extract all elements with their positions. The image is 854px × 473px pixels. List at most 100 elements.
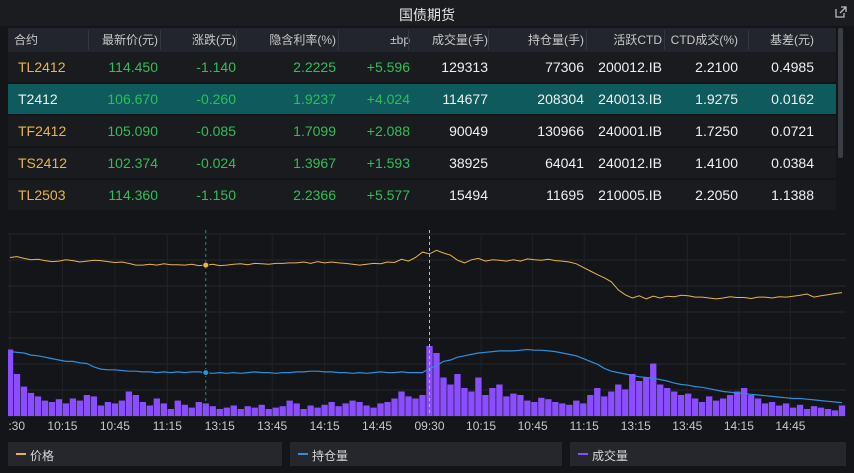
volume-bar [831, 410, 839, 416]
volume-bar [782, 403, 790, 416]
volume-bar [824, 409, 832, 416]
volume-bar [111, 403, 119, 416]
legend-item[interactable]: 成交量 [570, 442, 846, 466]
column-divider[interactable] [586, 30, 587, 50]
volume-bar [125, 391, 133, 416]
volume-bar [62, 403, 70, 416]
volume-bar [664, 388, 671, 416]
table-row[interactable]: TL2412 114.450 -1.140 2.2225 +5.596 129313 773… [8, 52, 836, 82]
volume-bar [97, 405, 105, 416]
cell-ctd-rate: 2.2050 [695, 187, 738, 203]
window-title: 国债期货 [399, 7, 455, 23]
volume-bar [307, 405, 314, 416]
volume-bar [503, 396, 510, 416]
cell-implied-rate: 2.2225 [293, 59, 336, 75]
volume-bar [768, 402, 776, 416]
header-price[interactable]: 最新价(元) [102, 33, 158, 47]
volume-bar [356, 402, 363, 416]
volume-bar [692, 398, 699, 416]
cell-bp: +2.088 [366, 123, 410, 139]
legend-swatch [16, 453, 26, 455]
volume-bar [650, 363, 657, 416]
legend-item[interactable]: 持仓量 [290, 442, 562, 466]
volume-bar [34, 396, 42, 416]
column-divider[interactable] [488, 30, 489, 50]
volume-bar [13, 374, 21, 416]
column-divider[interactable] [338, 30, 339, 50]
cell-change: -1.140 [196, 59, 236, 75]
cell-implied-rate: 1.7099 [293, 123, 336, 139]
table-row[interactable]: T2412 106.670 -0.260 1.9237 +4.024 114677 2083… [8, 84, 836, 114]
volume-bar [90, 396, 98, 416]
header-open-interest[interactable]: 持仓量(手) [528, 33, 584, 47]
header-ctd-rate[interactable]: CTD成交(%) [670, 33, 738, 47]
legend-label: 成交量 [592, 449, 629, 463]
x-axis-tick-label: 11:15 [153, 419, 182, 433]
open-interest-marker [202, 369, 210, 377]
cell-bp: +5.596 [366, 59, 410, 75]
volume-bar [286, 400, 293, 416]
column-divider[interactable] [160, 30, 161, 50]
x-axis-tick-label: 13:15 [205, 419, 235, 433]
cell-volume: 114677 [442, 91, 488, 107]
column-divider[interactable] [88, 30, 89, 50]
cell-volume: 38925 [449, 155, 488, 171]
table-row[interactable]: TS2412 102.374 -0.024 1.3967 +1.593 38925 6404… [8, 148, 836, 178]
volume-bar [510, 393, 517, 416]
volume-bar [41, 400, 49, 416]
cell-contract: TL2412 [18, 59, 66, 75]
volume-bar [412, 398, 419, 416]
volume-bar [69, 398, 77, 416]
volume-bar [496, 384, 503, 416]
volume-bar [601, 396, 608, 416]
cell-basis: 0.0162 [771, 91, 814, 107]
legend-swatch [578, 453, 588, 455]
volume-bar [76, 400, 84, 416]
cell-implied-rate: 1.9237 [293, 91, 336, 107]
price-marker [202, 261, 210, 269]
volume-bar [328, 402, 335, 416]
header-change[interactable]: 涨跌(元) [192, 33, 236, 47]
header-contract[interactable]: 合约 [14, 33, 39, 47]
cell-basis: 1.1388 [771, 187, 814, 203]
header-basis[interactable]: 基差(元) [770, 33, 814, 47]
volume-bar [440, 377, 447, 416]
volume-bar [580, 403, 587, 416]
cell-volume: 15494 [449, 187, 488, 203]
x-axis-tick-label: 13:45 [257, 419, 287, 433]
column-divider[interactable] [408, 30, 409, 50]
cell-price: 102.374 [107, 155, 158, 171]
column-divider[interactable] [236, 30, 237, 50]
volume-bar [335, 406, 342, 416]
volume-bar [461, 388, 468, 416]
legend-item[interactable]: 价格 [8, 442, 282, 466]
volume-bar [314, 407, 321, 416]
cell-price: 114.360 [108, 187, 158, 203]
legend-label: 持仓量 [312, 449, 349, 463]
volume-bar [230, 405, 237, 416]
column-divider[interactable] [748, 30, 749, 50]
cell-ctd: 210005.IB [598, 187, 662, 203]
table-scrollbar[interactable] [838, 28, 843, 158]
volume-bar [153, 398, 160, 416]
x-axis-tick-label: 14:45 [362, 419, 392, 433]
cell-bp: +1.593 [366, 155, 410, 171]
cell-open-interest: 208304 [537, 91, 584, 107]
table-row[interactable]: TF2412 105.090 -0.085 1.7099 +2.088 90049 1309… [8, 116, 836, 146]
chart-canvas[interactable]: 09:30 10:15 10:45 11:15 13:15 13:45 14:15 14:45… [8, 230, 846, 434]
cell-change: -1.150 [196, 187, 236, 203]
header-volume[interactable]: 成交量(手) [432, 33, 488, 47]
table-row[interactable]: TL2503 114.360 -1.150 2.2366 +5.577 15494 1169… [8, 180, 836, 210]
volume-bar [349, 400, 356, 416]
popout-icon[interactable] [834, 5, 848, 19]
volume-bar [433, 353, 440, 416]
volume-bar [279, 406, 286, 416]
column-divider[interactable] [664, 30, 665, 50]
volume-bar [657, 384, 664, 416]
header-implied-rate[interactable]: 隐含利率(%) [269, 33, 336, 47]
volume-bar [719, 398, 727, 416]
header-ctd[interactable]: 活跃CTD [613, 33, 662, 47]
header-bp[interactable]: ±bp [390, 33, 410, 47]
volume-bar [132, 395, 140, 416]
cell-open-interest: 130966 [537, 123, 584, 139]
